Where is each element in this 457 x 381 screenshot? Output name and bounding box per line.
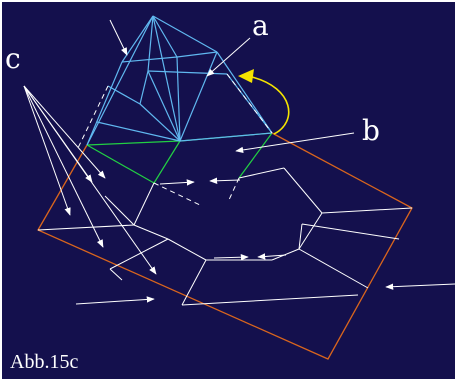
dashed-line: [76, 85, 109, 151]
label-a: a: [252, 9, 269, 42]
roof-edge: [139, 70, 149, 105]
figure-caption: Abb.15c: [10, 351, 78, 373]
skeleton-line: [181, 259, 207, 306]
arrow-lower-left: [75, 296, 155, 305]
pointer-a: [206, 37, 251, 77]
skeleton-line: [238, 167, 285, 179]
skeleton-line: [167, 238, 207, 261]
skeleton-line: [109, 268, 123, 281]
skeleton-line: [181, 294, 359, 306]
roof-edge: [179, 51, 218, 142]
roof-edge: [179, 132, 273, 142]
pyramid-roof: [86, 15, 273, 146]
inner-arrows: [159, 177, 287, 261]
skeleton-line: [321, 207, 413, 214]
roof-edge: [147, 15, 154, 72]
dashed-line: [153, 182, 203, 207]
pointer-c: [23, 85, 157, 275]
arrow-right: [385, 283, 455, 290]
skeleton-line: [301, 223, 400, 240]
ring-edge: [86, 144, 155, 184]
roof-edge: [139, 103, 181, 142]
skeleton-line: [104, 195, 135, 226]
roof-edge: [147, 70, 181, 142]
inner-arrow: [213, 254, 249, 261]
skeleton-line: [133, 224, 169, 240]
skeleton-line: [133, 182, 155, 226]
skeleton-line: [271, 248, 300, 261]
ring-edge: [238, 132, 273, 179]
pointer-c: [23, 85, 106, 179]
roof-edge: [176, 51, 218, 58]
dashed-line: [226, 73, 273, 134]
roof-edge: [86, 61, 123, 146]
skeleton-line: [37, 224, 135, 231]
interior-skeleton: [37, 167, 413, 306]
roof-edge: [121, 56, 178, 63]
inner-arrow: [159, 179, 195, 186]
rotation-arrow-path: [251, 76, 290, 135]
pointers-c: [23, 85, 157, 275]
ring-edge: [153, 140, 181, 184]
roof-edge: [152, 15, 218, 53]
pointer-c: [23, 85, 104, 248]
label-b: b: [362, 114, 380, 147]
label-c: c: [5, 42, 21, 75]
top-arrow: [109, 19, 128, 56]
pointer-b: [235, 132, 355, 154]
ground-outline: [37, 132, 413, 360]
roof-edge: [176, 56, 181, 142]
rotation-arrow-head: [238, 69, 254, 83]
inner-arrow: [209, 177, 241, 184]
skeleton-line: [283, 167, 323, 214]
skeleton-line: [298, 212, 323, 250]
roof-edge: [96, 121, 181, 142]
roof-edge: [216, 51, 273, 134]
roof-edge: [152, 15, 181, 142]
inner-arrow: [257, 253, 287, 260]
ring-edge: [86, 140, 181, 146]
skeleton-line: [298, 248, 369, 289]
skeleton-line: [109, 238, 169, 270]
roof-edge: [86, 15, 154, 146]
roof-edge: [147, 70, 228, 75]
dashed-line: [227, 177, 240, 203]
projection-lines: [76, 73, 273, 207]
skeleton-line: [298, 223, 303, 250]
rotation-arrow: [238, 69, 290, 135]
pointer-c: [23, 85, 71, 216]
roof-edge: [107, 85, 141, 105]
roof-edge: [152, 15, 178, 58]
ground-outline-path: [37, 132, 413, 360]
